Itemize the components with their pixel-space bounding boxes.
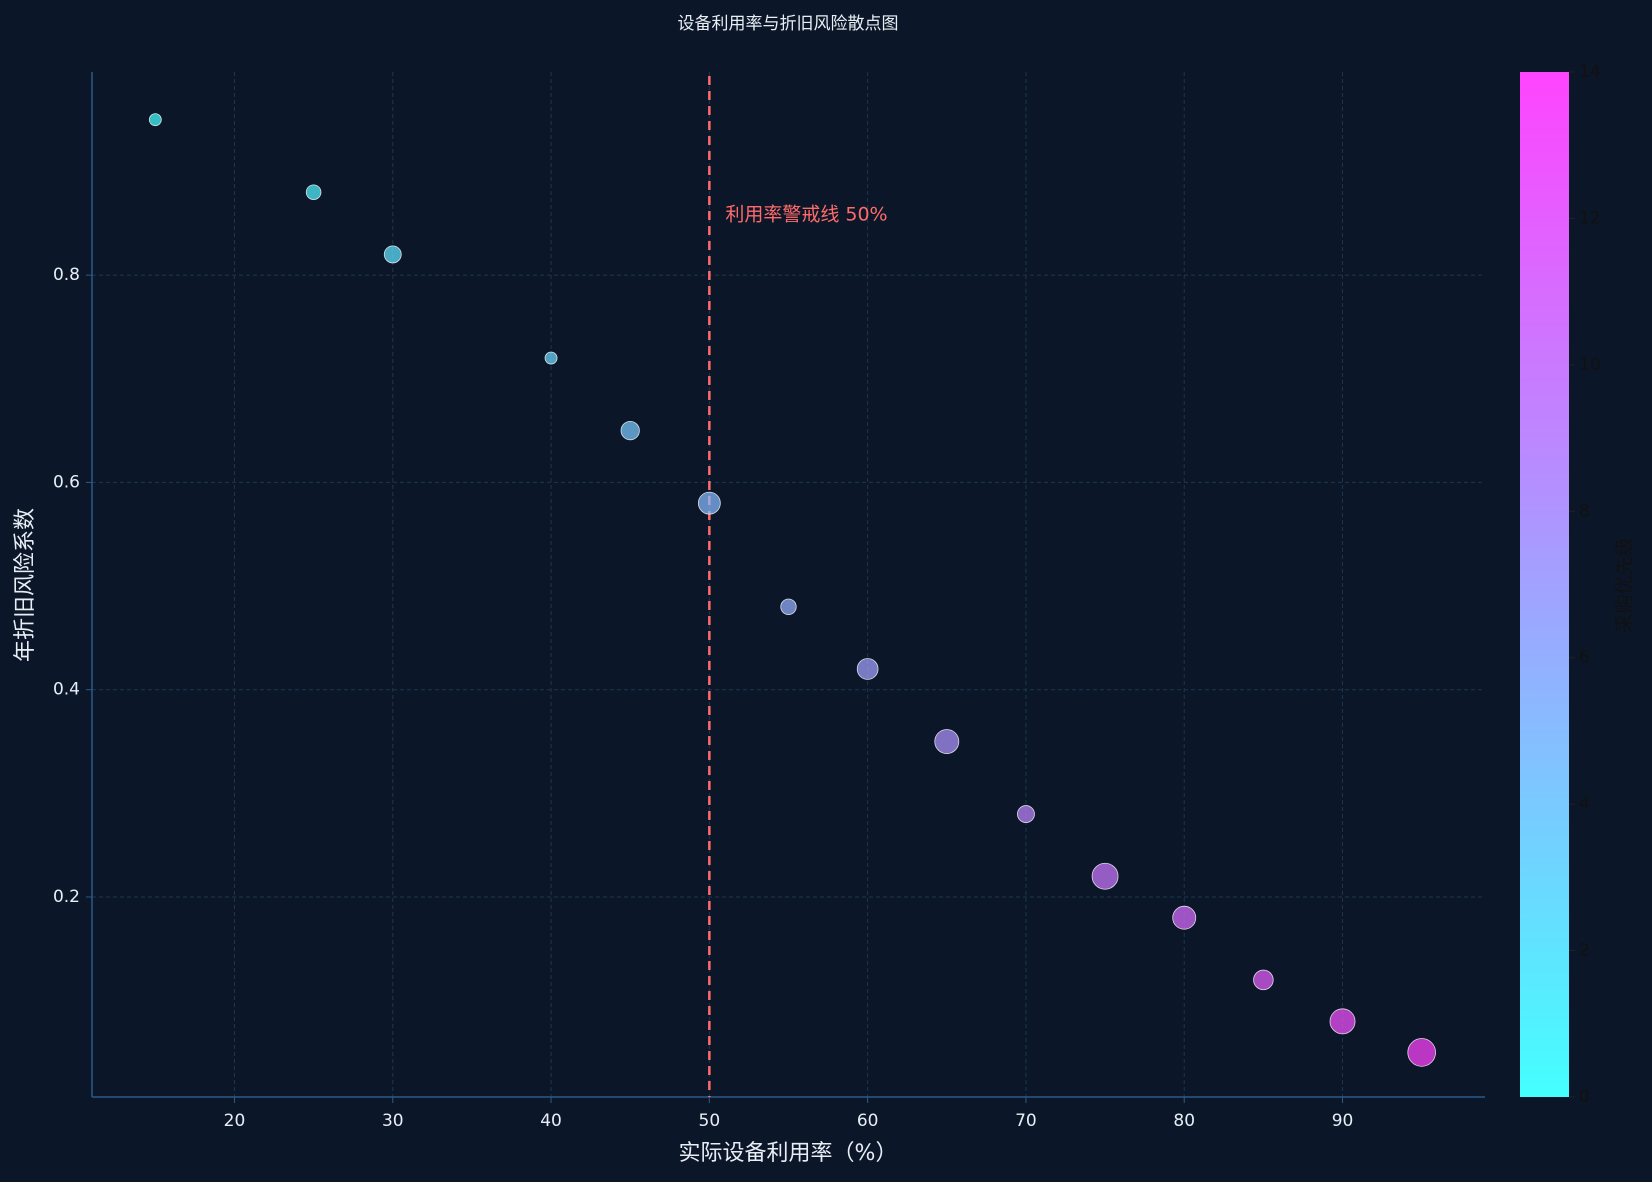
colorbar-tick-label: 0 xyxy=(1579,1087,1590,1107)
scatter-point xyxy=(856,658,879,680)
y-tick-label: 0.6 xyxy=(53,472,80,492)
chart-title: 设备利用率与折旧风险散点图 xyxy=(678,14,899,34)
colorbar-tick-label: 14 xyxy=(1579,62,1601,82)
x-tick-label: 90 xyxy=(1332,1111,1354,1131)
colorbar-tick-label: 6 xyxy=(1579,648,1590,668)
colorbar-tick-label: 12 xyxy=(1579,208,1601,228)
scatter-point xyxy=(1329,1008,1356,1035)
scatter-point xyxy=(780,598,797,615)
scatter-point xyxy=(148,113,162,127)
x-tick-label: 20 xyxy=(224,1111,246,1131)
scatter-point xyxy=(544,351,558,365)
x-tick-label: 40 xyxy=(540,1111,562,1131)
y-tick-label: 0.4 xyxy=(53,680,80,700)
scatter-point xyxy=(620,420,640,441)
scatter-point xyxy=(1091,862,1119,890)
colorbar-tick-label: 4 xyxy=(1579,794,1590,814)
x-tick-label: 50 xyxy=(699,1111,721,1131)
scatter-point xyxy=(697,491,721,515)
scatter-point xyxy=(1253,969,1274,991)
threshold-label: 利用率警戒线 50% xyxy=(725,204,887,226)
x-tick-label: 80 xyxy=(1173,1111,1195,1131)
x-axis-label: 实际设备利用率（%） xyxy=(679,1141,898,1166)
scatter-point xyxy=(305,184,322,201)
colorbar-label: 采购优先级 xyxy=(1614,537,1636,632)
scatter-point xyxy=(1407,1038,1436,1067)
y-axis-label: 年折旧风险系数 xyxy=(13,508,38,662)
colorbar xyxy=(1520,72,1569,1097)
scatter-point xyxy=(1017,805,1035,823)
x-tick-label: 60 xyxy=(857,1111,879,1131)
colorbar-tick-label: 8 xyxy=(1579,501,1590,521)
scatter-point xyxy=(934,729,960,754)
colorbar-tick-label: 10 xyxy=(1579,355,1601,375)
x-tick-label: 70 xyxy=(1015,1111,1037,1131)
colorbar-tick-label: 2 xyxy=(1579,941,1590,961)
y-tick-label: 0.2 xyxy=(53,887,80,907)
y-tick-label: 0.8 xyxy=(53,265,80,285)
scatter-point xyxy=(383,245,402,264)
x-tick-label: 30 xyxy=(382,1111,404,1131)
scatter-point xyxy=(1172,905,1197,930)
